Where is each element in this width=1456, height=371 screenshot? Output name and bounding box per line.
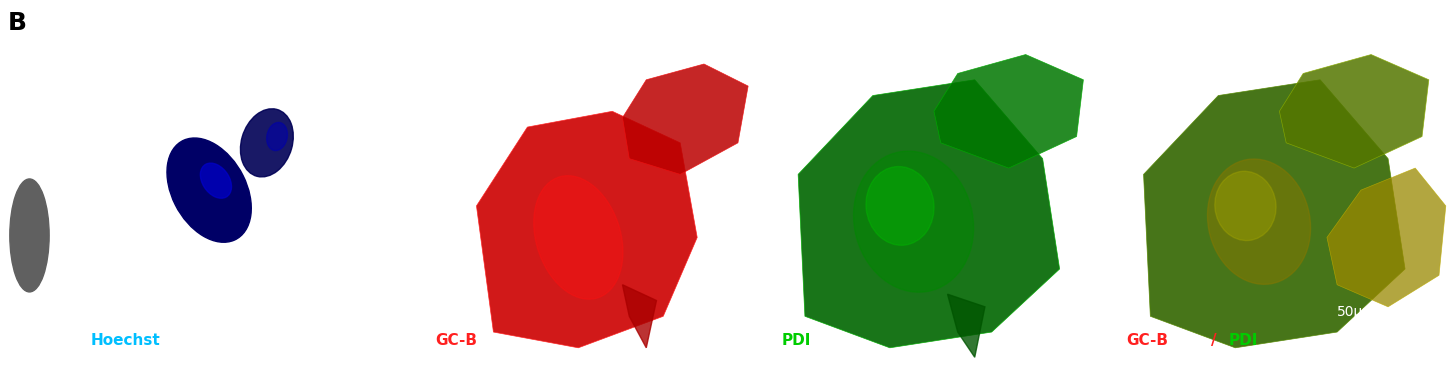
Ellipse shape [266, 122, 287, 151]
Polygon shape [948, 294, 984, 357]
Text: Hoechst: Hoechst [90, 333, 160, 348]
Ellipse shape [1207, 159, 1310, 284]
Text: B: B [7, 11, 26, 35]
Ellipse shape [10, 179, 50, 292]
Polygon shape [623, 285, 657, 348]
Polygon shape [1280, 55, 1428, 168]
Polygon shape [1143, 80, 1405, 348]
Text: GC-B: GC-B [435, 333, 478, 348]
Polygon shape [933, 55, 1083, 168]
Ellipse shape [534, 176, 623, 299]
Text: /: / [1211, 333, 1217, 348]
Text: 50μm: 50μm [1337, 305, 1377, 319]
Ellipse shape [1214, 171, 1275, 240]
Polygon shape [623, 64, 748, 174]
Ellipse shape [240, 109, 293, 177]
Polygon shape [476, 111, 697, 348]
Ellipse shape [201, 163, 232, 198]
Ellipse shape [866, 167, 935, 245]
Polygon shape [798, 80, 1060, 348]
Text: PDI: PDI [1229, 333, 1258, 348]
Polygon shape [1326, 168, 1446, 307]
Ellipse shape [167, 138, 252, 242]
Ellipse shape [853, 151, 974, 292]
Text: PDI: PDI [780, 333, 811, 348]
Text: GC-B: GC-B [1127, 333, 1169, 348]
